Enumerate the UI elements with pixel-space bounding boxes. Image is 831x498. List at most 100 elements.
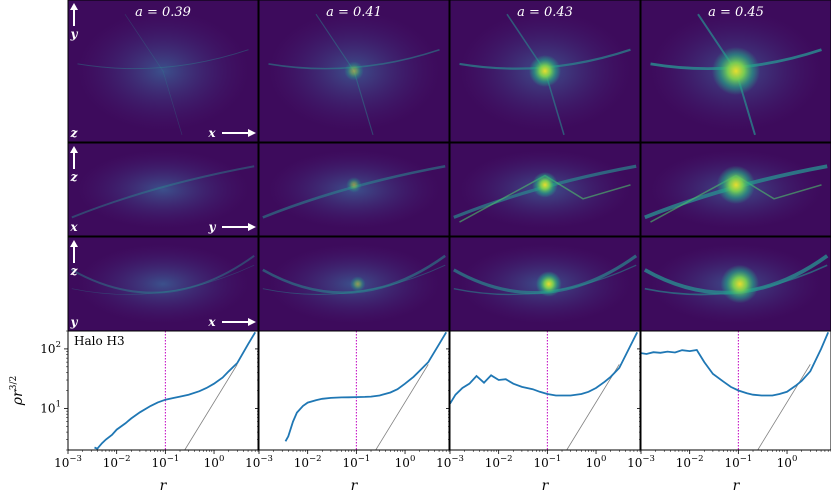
horizontal-axis-label: y <box>208 220 217 234</box>
vertical-axis-label: z <box>70 264 79 278</box>
panel-frame <box>449 0 641 143</box>
density-profile-line <box>94 331 256 450</box>
x-tick-label: 10−1 <box>533 454 561 470</box>
x-tick-label: 10−1 <box>151 454 179 470</box>
panel-frame <box>640 142 831 237</box>
x-tick-label: 10−1 <box>724 454 752 470</box>
plot-background <box>259 331 449 450</box>
density-profile-line <box>450 331 639 405</box>
horizontal-axis-label: x <box>207 126 216 140</box>
x-axis-label: r <box>160 478 168 494</box>
horizontal-axis-label: x <box>207 315 216 329</box>
halo-core <box>716 165 756 205</box>
panel-frame <box>258 0 450 143</box>
vertical-arrow-head <box>70 240 78 247</box>
panel-frame <box>449 142 641 237</box>
reference-line <box>757 364 811 450</box>
panel-frame <box>640 0 831 143</box>
x-axis-label: r <box>733 478 741 494</box>
density-panel <box>67 142 259 237</box>
vertical-arrow-head <box>70 146 78 153</box>
horizontal-arrow-head <box>248 223 256 231</box>
profile-panel: 10−3 10−2 10−1 100 r <box>436 330 641 494</box>
x-tick-label: 10−2 <box>485 454 513 470</box>
x-tick-label: 10−2 <box>676 454 704 470</box>
profile-panel: 10−3 10−2 10−1 100 r <box>627 330 831 494</box>
density-panel <box>258 142 450 237</box>
filament <box>77 49 249 70</box>
density-panel <box>67 0 259 143</box>
column-label: a = 0.39 <box>135 5 191 20</box>
x-tick-label: 10−3 <box>627 454 655 470</box>
density-panel <box>449 236 641 332</box>
density-panel <box>449 142 641 237</box>
x-tick-label: 10−2 <box>103 454 131 470</box>
density-panels: a = 0.39 a = 0.41 a = 0.43 a = 0.45 y z x z x y z y… <box>67 0 831 332</box>
plot-background <box>641 331 831 450</box>
filament <box>124 14 183 135</box>
x-tick-label: 100 <box>204 454 225 470</box>
density-panel <box>640 142 831 237</box>
reference-line <box>184 364 238 450</box>
density-panel <box>640 0 831 143</box>
reference-line <box>566 364 620 450</box>
x-tick-label: 10−3 <box>54 454 82 470</box>
filament <box>262 254 446 294</box>
diffuse-glow <box>77 244 249 324</box>
profile-panel: 10−3 10−2 10−1 100 r <box>245 330 450 494</box>
plot-background <box>68 331 258 450</box>
y-axis-label: ρr3/2 <box>9 376 26 406</box>
x-axis-label: r <box>542 478 550 494</box>
halo-core <box>712 47 760 95</box>
plot-area <box>94 331 256 450</box>
x-tick-label: 100 <box>395 454 416 470</box>
filament <box>71 264 255 295</box>
plot-area <box>450 331 639 450</box>
depth-axis-label: z <box>70 126 79 140</box>
x-tick-label: 10−3 <box>245 454 273 470</box>
halo-core <box>529 55 561 87</box>
panel-frame <box>67 0 259 143</box>
column-label: a = 0.43 <box>517 5 573 20</box>
x-tick-label: 100 <box>777 454 798 470</box>
diffuse-glow <box>77 150 249 229</box>
halo-core <box>720 264 759 304</box>
density-panel <box>640 236 831 332</box>
vertical-axis-label: z <box>70 170 79 184</box>
halo-label: Halo H3 <box>74 334 125 348</box>
depth-axis-label: x <box>69 220 78 234</box>
filament <box>71 165 255 219</box>
column-label: a = 0.41 <box>326 5 382 20</box>
halo-core <box>344 61 364 81</box>
x-tick-label: 10−3 <box>436 454 464 470</box>
density-profile-line <box>641 331 830 397</box>
profile-panel: 10−3 10−2 10−1 100 101 102 r <box>40 330 259 494</box>
halo-core <box>536 271 562 297</box>
column-label: a = 0.45 <box>708 5 764 20</box>
x-tick-label: 10−1 <box>342 454 370 470</box>
panel-frame <box>258 142 450 237</box>
filament <box>459 174 631 223</box>
reference-line <box>375 364 429 450</box>
plot-frame <box>640 330 831 451</box>
panel-frame <box>67 142 259 237</box>
density-panel <box>258 236 450 332</box>
x-tick-label: 10−2 <box>294 454 322 470</box>
diffuse-glow <box>77 11 249 131</box>
halo-core <box>532 172 558 198</box>
vertical-axis-label: y <box>70 27 79 41</box>
filament <box>262 264 446 295</box>
density-profile-line <box>284 331 447 442</box>
filament <box>71 254 255 294</box>
y-tick-label: 102 <box>40 340 61 356</box>
y-tick-label: 101 <box>40 399 61 415</box>
plot-background <box>450 331 640 450</box>
density-panel <box>67 236 259 332</box>
horizontal-arrow-head <box>248 129 256 137</box>
x-tick-label: 100 <box>586 454 607 470</box>
density-panel <box>449 0 641 143</box>
horizontal-arrow-head <box>248 318 256 326</box>
depth-axis-label: y <box>70 315 79 329</box>
